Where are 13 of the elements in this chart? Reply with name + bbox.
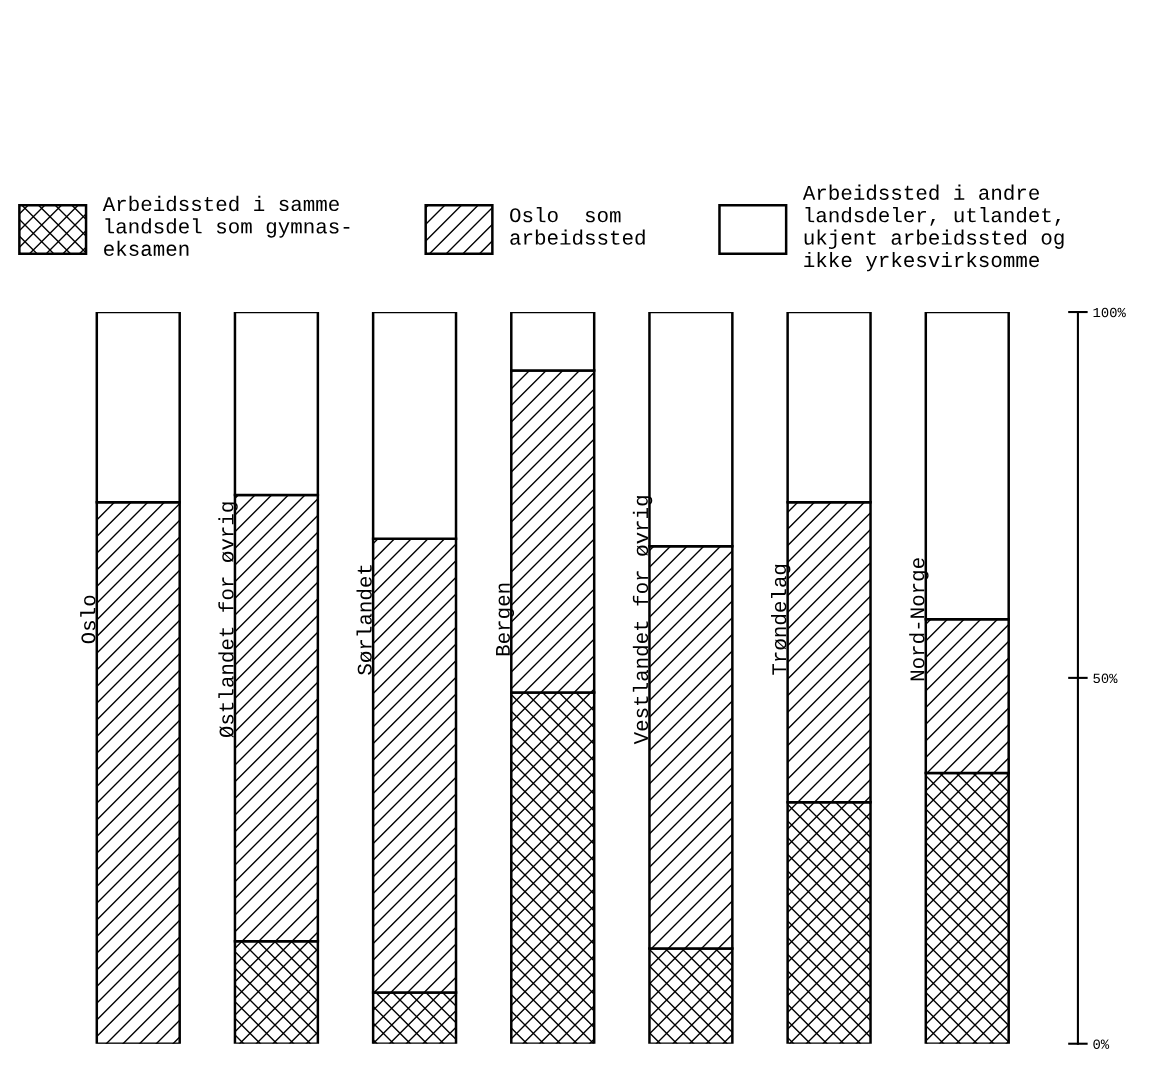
x-tick-label: Østlandet for øvrig [218,502,238,738]
legend-label: Arbeidssted i samme landsdel som gymnas- eksamen [102,195,350,256]
x-tick-label: Nord-Norge [909,558,929,681]
x-tick-label: Bergen [496,583,515,656]
y-tick-label: 50% [1093,673,1118,684]
x-tick-label: Oslo [80,595,96,644]
legend-label: Arbeidssted i andre landsdeler, utlandet, ukjent arbeidssted og ikke yrkesvirksomme [802,184,1064,272]
x-tick-label: Vestlandet for øvrig [632,496,653,745]
x-tick-label: Trøndelag [771,564,791,675]
legend-label: Oslo som arbeidssted [510,207,645,245]
y-tick-label: 0% [1093,1039,1110,1049]
x-tick-label: Sørlandet [356,565,372,675]
y-tick-label: 100% [1093,307,1126,318]
